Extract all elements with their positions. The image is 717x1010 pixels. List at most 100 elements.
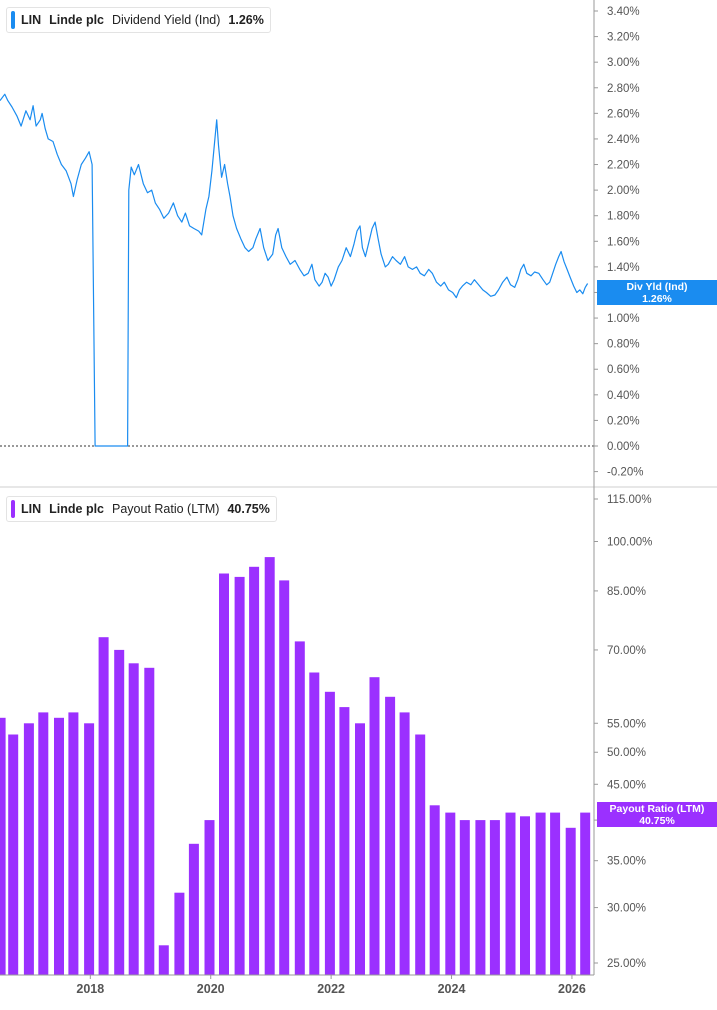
y-tick-label: 3.00% [607,57,640,69]
payout-bar [385,696,396,975]
legend-value: 40.75% [227,502,270,516]
payout-bar [68,712,79,975]
payout-bar [204,820,215,975]
payout-bar [550,812,561,975]
y-tick-label: 0.80% [607,339,640,351]
legend-ticker: LIN [21,502,42,516]
flag-value: 40.75% [639,815,675,827]
yield-legend-swatch [11,11,15,29]
y-tick-label: -0.20% [607,467,643,479]
payout-bar [158,945,169,975]
top-panel-plot [0,93,589,447]
bottom-panel-plot [0,557,591,975]
y-tick-label: 2.40% [607,134,640,146]
payout-bar [234,576,245,975]
payout-bar [339,707,350,975]
payout-bar [445,812,456,975]
y-tick-label: 115.00% [607,494,652,506]
bottom-panel-y-axis: 25.00%30.00%35.00%40%45.00%50.00%55.00%7… [593,487,652,975]
yield-value-flag: Div Yld (Ind) 1.26% [597,280,717,305]
y-tick-label: 100.00% [607,536,652,548]
legend-metric: Dividend Yield (Ind) [112,13,221,27]
payout-bar [144,667,155,975]
payout-bar [489,820,500,975]
y-tick-label: 1.60% [607,236,640,248]
legend-company: Linde plc [49,13,105,27]
y-tick-label: 35.00% [607,856,646,868]
payout-bar [520,816,530,975]
y-tick-label: 2.80% [607,83,640,95]
y-tick-label: 0.00% [607,441,640,453]
payout-bar [128,663,139,975]
top-panel-ticks [0,10,717,488]
payout-bar [98,637,109,975]
payout-bar [54,717,64,975]
payout-bar [355,723,365,975]
payout-bar [580,812,591,975]
legend-ticker: LIN [21,13,42,27]
x-tick-label: 2022 [317,982,345,996]
payout-bar [399,712,410,975]
payout-bar [475,820,486,975]
yield-series-line [0,93,589,447]
y-tick-label: 0.20% [607,415,640,427]
payout-bar [0,717,6,975]
payout-legend-swatch [11,500,15,518]
payout-bar [459,820,470,975]
payout-bar [264,557,275,975]
payout-bar [429,805,440,975]
legend-value: 1.26% [228,13,264,27]
y-tick-label: 3.20% [607,32,640,44]
payout-bar [8,734,19,975]
payout-bar [369,677,380,975]
y-tick-label: 0.40% [607,390,640,402]
flag-label: Div Yld (Ind) [626,281,688,293]
y-tick-label: 50.00% [607,747,646,759]
payout-bar [23,723,34,975]
payout-bar [294,641,305,975]
y-tick-label: 1.40% [607,262,640,274]
payout-bar [415,734,426,975]
payout-bar [84,723,95,975]
legend-metric: Payout Ratio (LTM) [112,502,220,516]
payout-bar [565,827,576,975]
x-tick-label: 2024 [438,982,466,996]
x-tick-label: 2026 [558,982,586,996]
y-tick-label: 2.00% [607,185,640,197]
y-tick-label: 30.00% [607,903,646,915]
payout-bar [114,649,125,975]
y-tick-label: 1.80% [607,211,640,223]
y-tick-label: 25.00% [607,958,646,970]
payout-value-flag: Payout Ratio (LTM) 40.75% [597,802,717,827]
legend-company: Linde plc [49,502,105,516]
y-tick-label: 85.00% [607,586,646,598]
y-tick-label: 1.00% [607,313,640,325]
flag-value: 1.26% [642,293,672,305]
x-tick-label: 2018 [76,982,104,996]
flag-label: Payout Ratio (LTM) [609,803,705,815]
top-panel-y-axis: -0.20%0.00%0.20%0.40%0.60%0.80%1.00%1.20… [593,0,643,487]
payout-bar [279,580,290,975]
payout-bar [535,812,546,975]
y-tick-label: 2.60% [607,108,640,120]
top-legend: LIN Linde plc Dividend Yield (Ind) 1.26% [6,7,271,33]
payout-bar [249,566,260,975]
y-tick-label: 2.20% [607,160,640,172]
x-tick-label: 2020 [197,982,225,996]
payout-bar [324,691,335,975]
payout-bar [505,812,516,975]
y-tick-label: 55.00% [607,718,646,730]
y-tick-label: 45.00% [607,779,646,791]
bottom-panel-ticks [594,498,598,964]
y-tick-label: 3.40% [607,6,640,18]
y-tick-label: 70.00% [607,645,646,657]
payout-bar [188,843,199,975]
y-tick-label: 0.60% [607,364,640,376]
payout-bar [38,712,49,975]
bottom-legend: LIN Linde plc Payout Ratio (LTM) 40.75% [6,496,277,522]
x-axis: 2018 2020 2022 2024 2026 [0,974,594,996]
payout-bar [219,573,229,975]
payout-bar [174,892,185,975]
payout-bar [309,672,320,975]
